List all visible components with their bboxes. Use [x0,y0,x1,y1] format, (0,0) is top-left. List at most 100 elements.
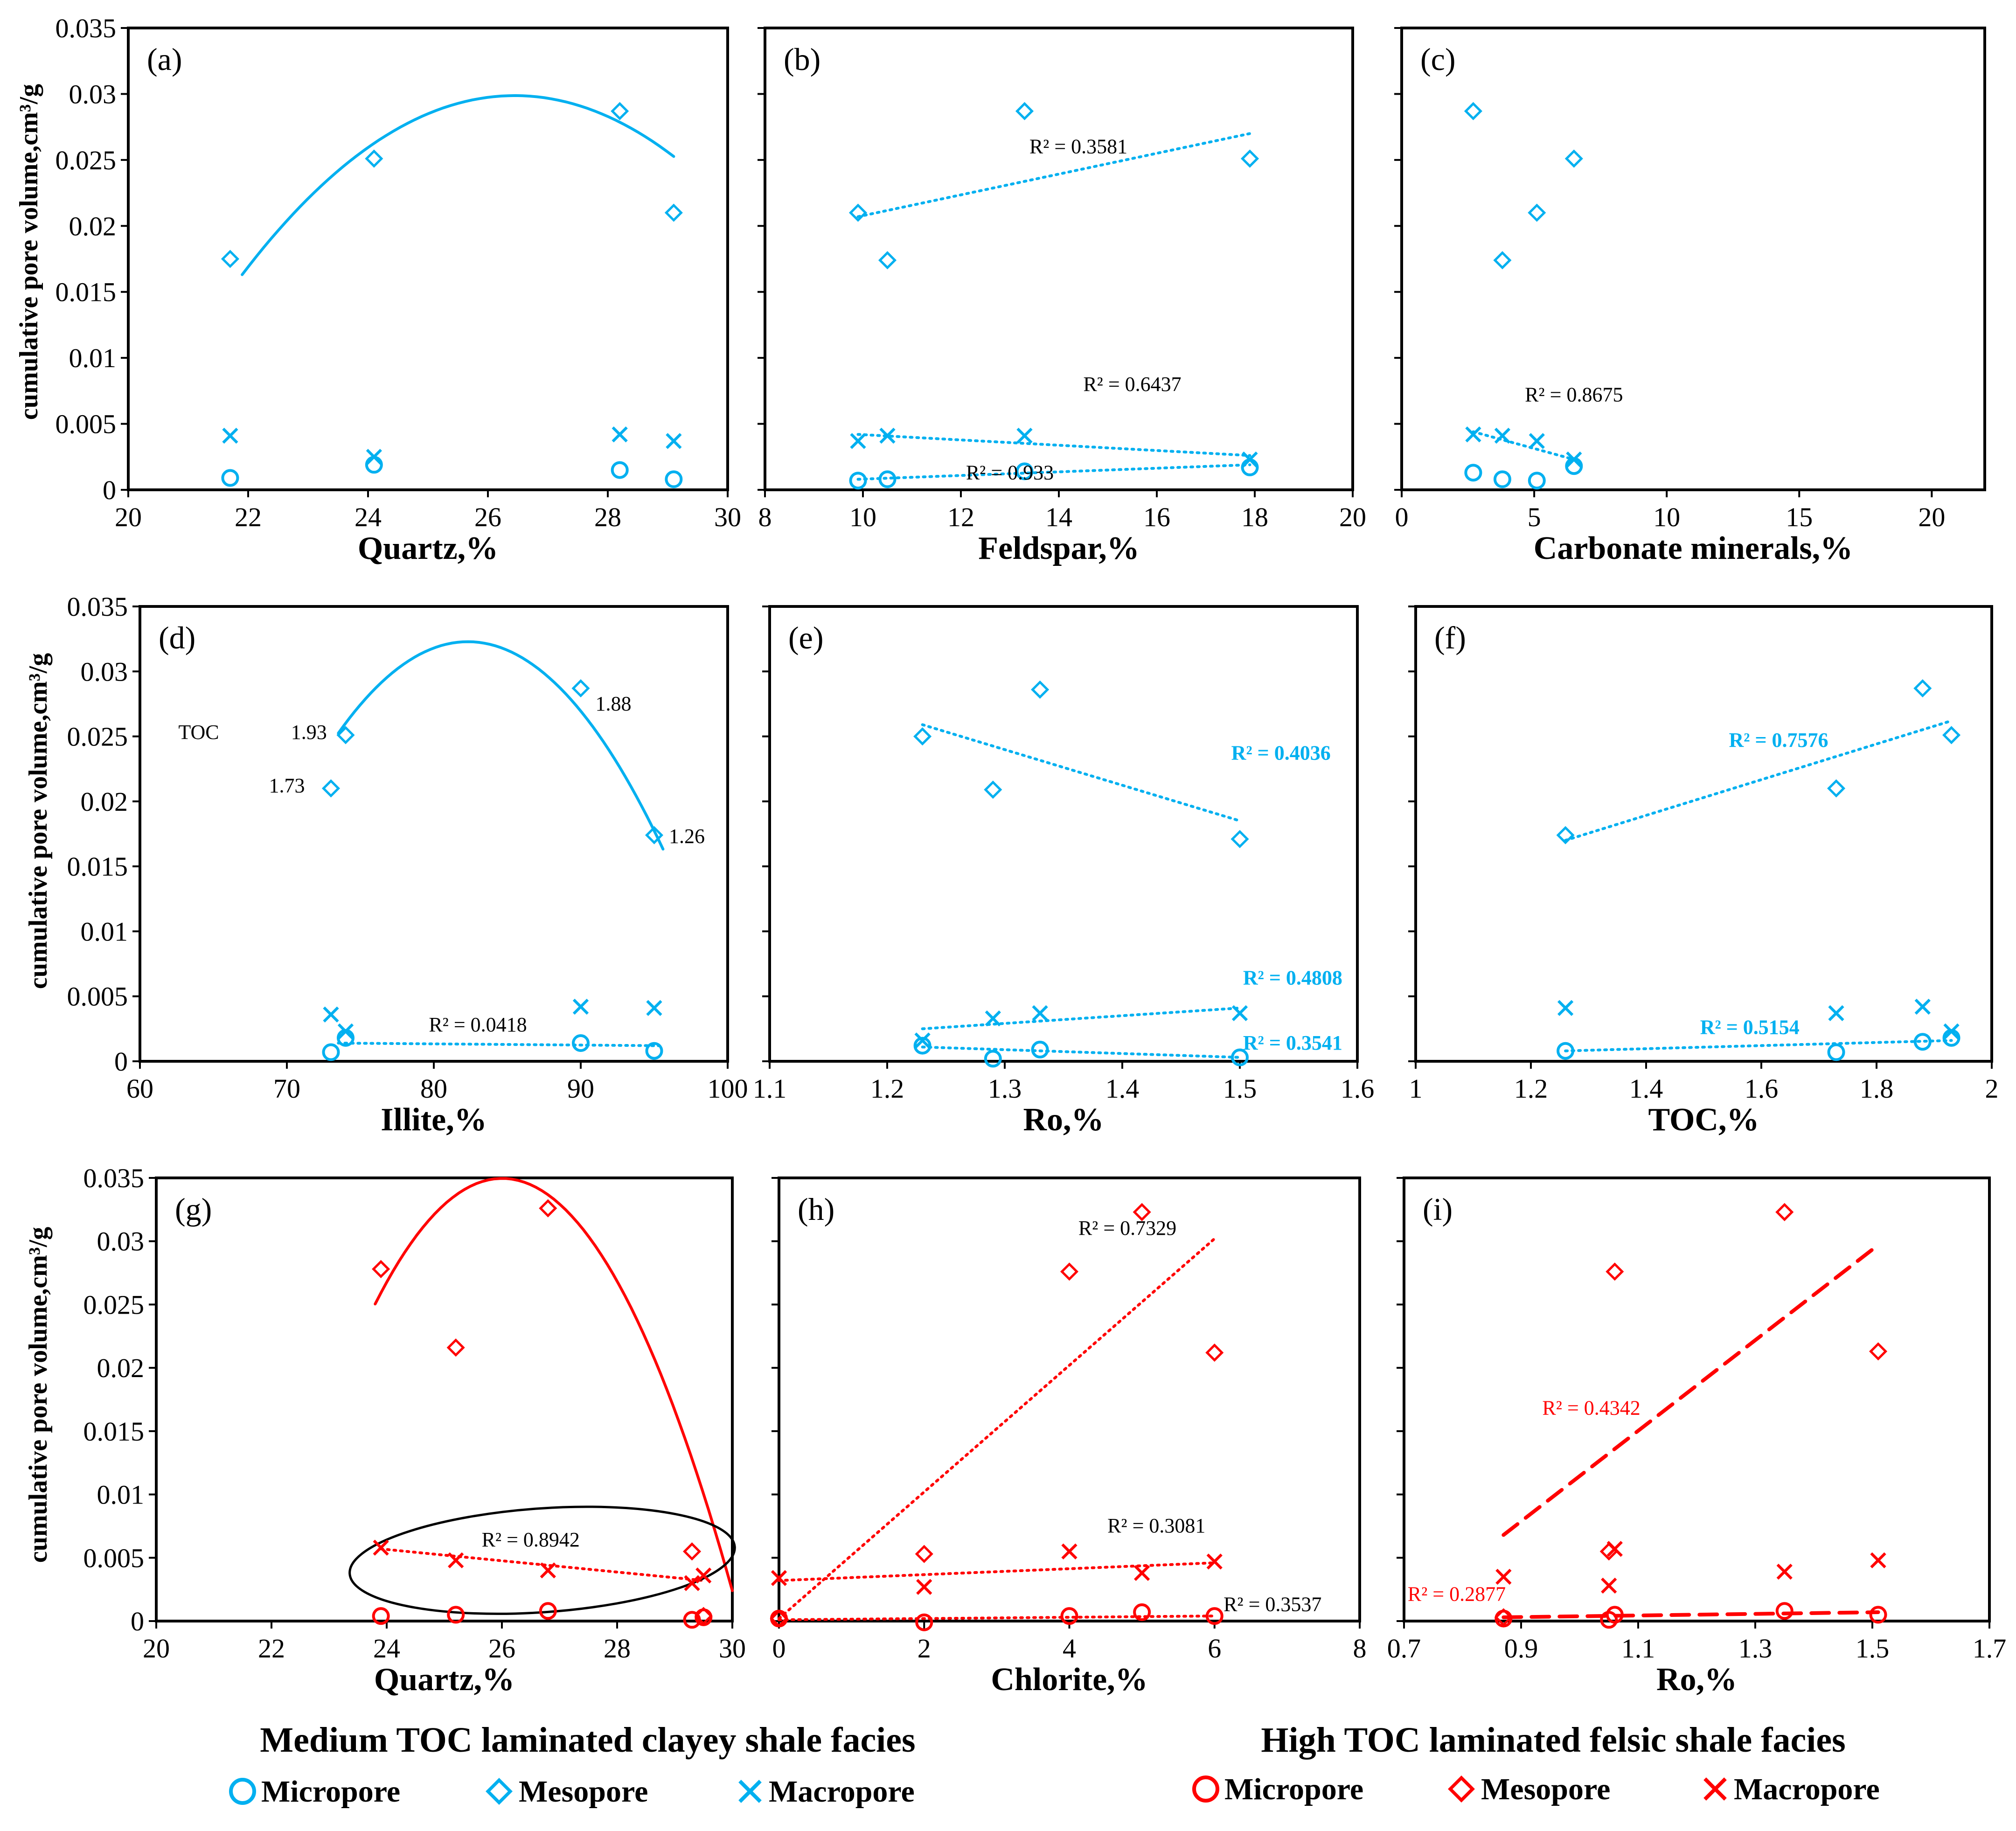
mesopore-point [770,1609,788,1628]
annotation-label: R² = 0.933 [966,461,1054,484]
mesopore-point [1913,679,1932,698]
plot-frame [127,27,729,491]
micropore-point [1031,1040,1049,1058]
x-tick-label: 26 [488,1633,515,1664]
micropore-point [1913,1033,1932,1051]
x-tick-label: 18 [1241,502,1268,532]
legend-micropore-label-right: Micropore [1224,1772,1363,1806]
macropore-point [1134,1565,1150,1581]
mesopore-point [1240,149,1259,168]
annotation-label: TOC [178,721,219,744]
y-tick-label: 0.03 [69,79,117,109]
mesopore-point [1869,1342,1888,1361]
annotation-label: R² = 0.4808 [1243,967,1342,989]
y-tick-label: 0.035 [67,592,128,622]
macropore-point [1776,1564,1793,1580]
x-axis-label: Feldspar,% [978,530,1140,566]
mesopore-point [321,779,341,798]
panel-label: (h) [798,1191,834,1227]
mesopore-point [372,1260,390,1278]
x-tick-label: 1.6 [1745,1073,1779,1104]
mesopore-point [1464,102,1482,120]
panel-label: (f) [1434,620,1466,655]
y-tick-label: 0.035 [83,1163,145,1193]
mesopore-point [848,203,868,222]
x-axis-label: Carbonate minerals,% [1534,530,1853,566]
y-tick-label: 0.03 [97,1226,145,1257]
micropore-point [878,470,897,488]
mesopore-point [878,251,897,270]
y-tick-label: 0.005 [56,409,117,439]
annotation-label: R² = 0.8942 [482,1528,580,1551]
plot-frame [1414,605,1993,1063]
mesopore-point [1564,149,1583,168]
x-tick-label: 2 [918,1633,931,1664]
micropore-point [372,1607,390,1625]
mesopore-point [221,250,239,268]
panel-h: 0 2 4 6 8 Chlorite,% (h) R² = 0.7329 R² = 0.3081… [770,1177,1367,1698]
trendline [921,723,1241,822]
x-tick-label: 26 [474,502,501,532]
x-tick-label: 0.7 [1387,1633,1421,1664]
trendline [778,1237,1216,1620]
plot-frame [155,1177,734,1622]
x-tick-label: 24 [373,1633,400,1664]
x-tick-label: 1 [1409,1073,1423,1104]
macropore-point [1231,1005,1248,1022]
macropore-point [1465,426,1481,443]
macropore-point [666,433,682,449]
y-tick-label: 0 [103,475,116,505]
x-tick-label: 22 [258,1633,285,1664]
legend-mesopore-label-left: Mesopore [519,1775,648,1809]
y-tick-label: 0.02 [81,787,128,817]
x-tick-label: 1.4 [1105,1073,1140,1104]
mesopore-point [1494,1608,1513,1627]
macropore-point [1606,1541,1623,1557]
plot-frame [768,605,1359,1063]
x-axis-label: Ro,% [1656,1662,1737,1698]
legend-micropore-marker-red [1192,1775,1219,1803]
micropore-point [984,1050,1002,1068]
micropore-point [322,1043,340,1061]
annotation-label: 1.88 [596,692,632,715]
x-tick-label: 1.5 [1856,1633,1890,1664]
mesopore-point [446,1338,465,1357]
x-tick-label: 15 [1786,502,1813,532]
mesopore-point [694,1607,713,1625]
annotation-label: 1.73 [269,774,305,797]
annotation-label: R² = 0.3541 [1243,1031,1342,1054]
panel-label: (c) [1420,42,1455,77]
x-tick-label: 14 [1045,502,1072,532]
annotation-label: R² = 0.4342 [1542,1397,1640,1420]
y-tick-label: 0.025 [83,1289,145,1320]
y-tick-label: 0.025 [56,145,117,175]
mesopore-point [915,1545,933,1563]
micropore-point [539,1602,557,1620]
micropore-point [1464,464,1482,482]
x-tick-label: 0 [772,1633,786,1664]
x-tick-label: 16 [1143,502,1170,532]
annotation-label: R² = 0.3581 [1029,135,1127,158]
legend-micropore-marker-blue [229,1778,256,1805]
trendline [921,1006,1241,1030]
x-tick-label: 20 [1339,502,1366,532]
y-tick-label: 0.035 [56,13,117,43]
x-tick-label: 10 [849,502,876,532]
trendline [1564,719,1953,842]
micropore-point [1827,1043,1845,1061]
macropore-point [1601,1577,1617,1594]
annotation-label: R² = 0.7329 [1078,1217,1176,1239]
y-tick-label: 0.015 [56,277,117,307]
panel-i: 0.7 0.9 1.1 1.3 1.5 1.7 Ro,% (i) R² = 0.4342 R² =… [1387,1177,2006,1698]
x-tick-label: 28 [604,1633,631,1664]
annotation-label: 1.93 [291,721,327,744]
y-tick-label: 0.02 [69,211,117,241]
mesopore-point [1775,1203,1794,1221]
legend-mesopore-label-right: Mesopore [1481,1772,1610,1806]
panel-a: 0 0.005 0.01 0.015 0.02 0.025 0.03 0.035 20 22 24 2… [56,13,742,566]
panel-label: (e) [788,620,823,655]
panel-b: 8 10 12 14 16 18 20 Feldspar,% (b) R² = 0.3581 R² … [758,27,1366,566]
x-tick-label: 24 [355,502,382,532]
macropore-point [916,1579,932,1595]
micropore-point [611,461,629,479]
